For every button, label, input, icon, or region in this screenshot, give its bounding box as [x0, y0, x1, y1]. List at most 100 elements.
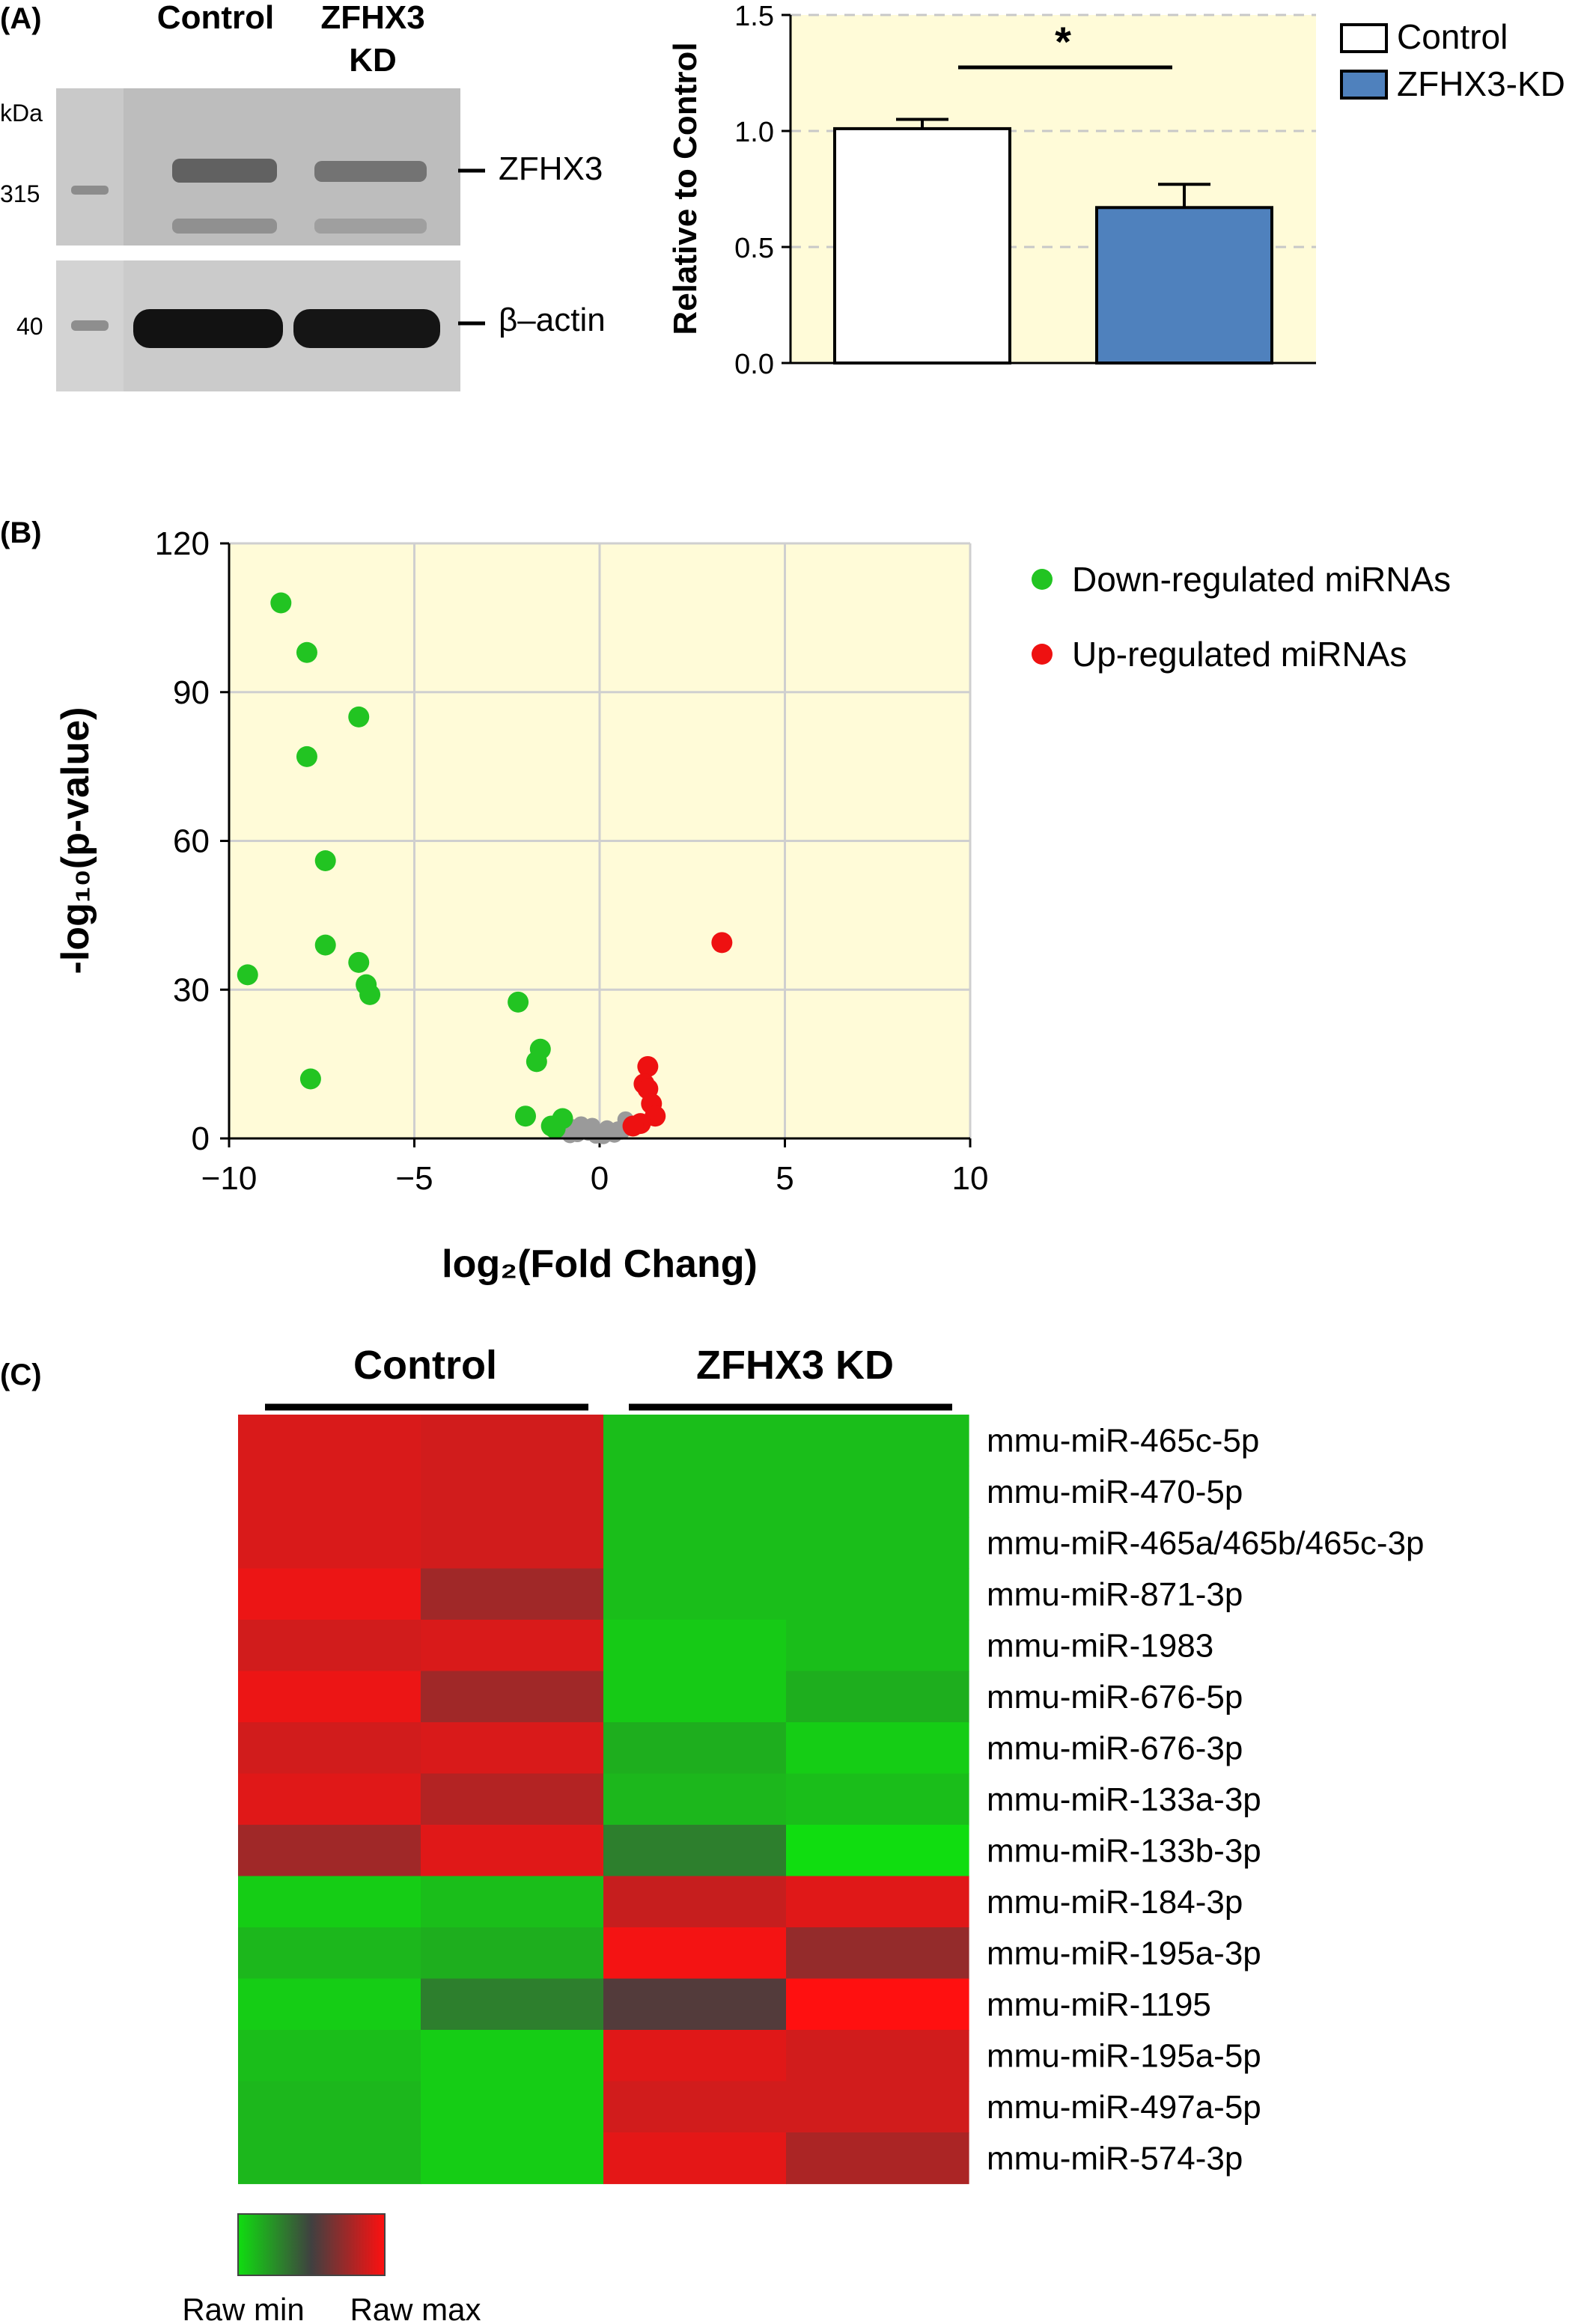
heatmap-cell — [786, 1876, 969, 1928]
heatmap-cell — [603, 1825, 787, 1877]
heatmap-cell — [786, 1722, 969, 1775]
heatmap-cell — [603, 2030, 787, 2082]
heatmap-cell — [786, 1620, 969, 1672]
heatmap-row-label: mmu-miR-195a-3p — [987, 1935, 1261, 1971]
heatmap-cell — [238, 1568, 421, 1620]
lane-header-kd-line1: ZFHX3 — [320, 0, 424, 36]
heatmap-cell — [238, 1927, 421, 1980]
point-down-regulated — [296, 745, 317, 767]
point-down-regulated — [515, 1105, 536, 1127]
blot-zfhx3 — [56, 88, 460, 245]
heatmap-cell — [238, 2132, 421, 2185]
lane-header-kd-line2: KD — [349, 42, 397, 79]
heatmap-cell — [421, 1620, 604, 1672]
point-down-regulated — [237, 964, 258, 986]
heatmap-cell — [786, 1466, 969, 1518]
point-down-regulated — [348, 951, 370, 973]
heatmap-group-kd: ZFHX3 KD — [696, 1343, 894, 1388]
point-down-regulated — [299, 1068, 321, 1090]
bar-legend: Control ZFHX3-KD — [1340, 17, 1565, 103]
heatmap-cell — [603, 1466, 787, 1518]
heatmap-cell — [421, 1876, 604, 1928]
volcano-legend: Down-regulated miRNAs Up-regulated miRNA… — [1032, 560, 1451, 674]
heatmap-cell — [421, 1517, 604, 1570]
volcano-y-axis-label: -log₁₀(p-value) — [54, 707, 97, 975]
volcano-x-axis-label: log₂(Fold Chang) — [442, 1242, 758, 1286]
heatmap-cell — [786, 1671, 969, 1723]
heatmap-cell — [238, 2081, 421, 2133]
volcano-x-tick-label: 0 — [591, 1160, 609, 1197]
significance-star: * — [1055, 18, 1071, 65]
band-label-beta-actin: β–actin — [499, 302, 606, 338]
heatmap-cell — [421, 1978, 604, 2031]
heatmap-cell — [238, 1773, 421, 1826]
heatmap-cell — [603, 1671, 787, 1723]
panel-label-c: (C) — [0, 1358, 42, 1391]
heatmap-cell — [603, 1978, 787, 2031]
heatmap-row-label: mmu-miR-1983 — [987, 1627, 1213, 1664]
heatmap-cell — [786, 1978, 969, 2031]
heatmap-cell — [786, 2081, 969, 2133]
heatmap-cell — [603, 1517, 787, 1570]
heatmap-cell — [603, 2081, 787, 2133]
panel-label-b: (B) — [0, 516, 42, 549]
bar-chart: 0.0 0.5 1.0 1.5 * Relative to Control Contr… — [667, 1, 1565, 380]
bar-y-tick-label: 0.0 — [734, 349, 774, 380]
volcano-y-tick-label: 90 — [173, 674, 210, 711]
heatmap-cell — [238, 1825, 421, 1877]
heatmap-cell — [421, 1415, 604, 1467]
volcano-x-tick-label: 5 — [776, 1160, 794, 1197]
heatmap-cell — [421, 1825, 604, 1877]
volcano-x-tick-label: 10 — [952, 1160, 989, 1197]
heatmap-row-label: mmu-miR-871-3p — [987, 1576, 1243, 1613]
heatmap-row-label: mmu-miR-195a-5p — [987, 2037, 1261, 2074]
heatmap-cell — [238, 1620, 421, 1672]
heatmap-row-label: mmu-miR-574-3p — [987, 2140, 1243, 2177]
heatmap-cell — [786, 1825, 969, 1877]
heatmap-cell — [238, 1517, 421, 1570]
heatmap-cell — [786, 1517, 969, 1570]
heatmap-cell — [603, 2132, 787, 2185]
heatmap-row-label: mmu-miR-465a/465b/465c-3p — [987, 1525, 1425, 1561]
point-down-regulated — [544, 1117, 566, 1139]
heatmap-cell — [786, 2132, 969, 2185]
kda-label: kDa — [0, 100, 43, 126]
heatmap-cell — [238, 1876, 421, 1928]
point-not-significant — [591, 1124, 608, 1141]
band-label-zfhx3: ZFHX3 — [499, 150, 603, 187]
point-down-regulated — [359, 983, 381, 1005]
heatmap-cell — [421, 2081, 604, 2133]
heatmap-cell — [603, 1722, 787, 1775]
bar-y-tick-label: 0.5 — [734, 233, 774, 264]
legend-label-down: Down-regulated miRNAs — [1072, 560, 1451, 599]
heatmap-cell — [603, 1876, 787, 1928]
heatmap-cell — [238, 1978, 421, 2031]
colorbar-label-max: Raw max — [350, 2292, 481, 2324]
heatmap-cell — [603, 1773, 787, 1826]
panel-a: (A) Control ZFHX3 KD kDa 315 40 ZFHX3 β– — [0, 0, 606, 391]
heatmap-cell — [786, 2030, 969, 2082]
legend-marker-up — [1032, 644, 1053, 665]
heatmap-cell — [421, 2030, 604, 2082]
volcano-y-tick-label: 0 — [192, 1120, 210, 1157]
heatmap-row-label: mmu-miR-133a-3p — [987, 1781, 1261, 1818]
bar-control — [833, 126, 1011, 365]
volcano-y-tick-label: 30 — [173, 972, 210, 1008]
heatmap-cell — [603, 1415, 787, 1467]
volcano-x-tick-label: −10 — [201, 1160, 258, 1197]
heatmap-cell — [786, 1568, 969, 1620]
point-down-regulated — [314, 934, 336, 956]
heatmap-cell — [238, 1415, 421, 1467]
heatmap-cell — [238, 2030, 421, 2082]
heatmap-cell — [603, 1620, 787, 1672]
volcano-y-tick-label: 120 — [155, 525, 210, 562]
bar-zfhx3-kd — [1095, 206, 1273, 365]
volcano-plot: (B) −10 −5 0 5 10 0 30 60 90 120 log₂(Fold Chang)… — [0, 516, 1451, 1286]
heatmap-row-label: mmu-miR-133b-3p — [987, 1832, 1261, 1869]
heatmap-row-label: mmu-miR-184-3p — [987, 1884, 1243, 1921]
heatmap-cell — [238, 1671, 421, 1723]
point-down-regulated — [314, 850, 336, 871]
heatmap-row-label: mmu-miR-497a-5p — [987, 2089, 1261, 2126]
legend-marker-down — [1032, 569, 1053, 590]
